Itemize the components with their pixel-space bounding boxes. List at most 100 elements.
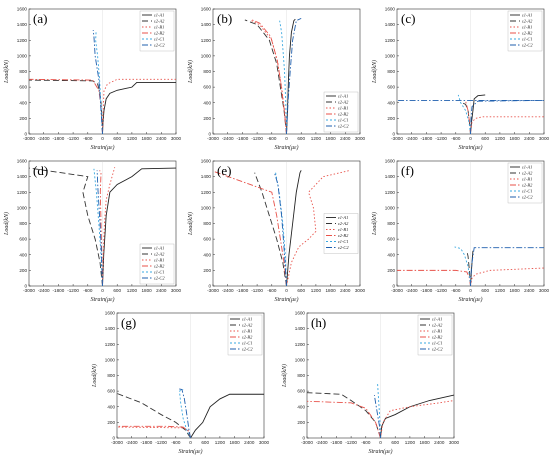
x-tick-label: -600 — [171, 440, 181, 445]
x-tick-label: 0 — [469, 136, 472, 141]
x-tick-label: 1200 — [127, 136, 138, 141]
panel-label: (a) — [33, 11, 47, 26]
x-tick-label: 2400 — [524, 288, 535, 293]
y-tick-label: 1600 — [385, 159, 396, 164]
x-tick-label: -3000 — [23, 136, 35, 141]
x-tick-label: 600 — [297, 136, 305, 141]
y-tick-label: 1000 — [385, 205, 396, 210]
legend-label-6: ε2-C2 — [522, 43, 533, 48]
x-tick-label: 3000 — [355, 288, 366, 293]
x-tick-label: 1800 — [141, 288, 152, 293]
x-tick-label: -1200 — [435, 288, 447, 293]
legend-box — [139, 243, 175, 285]
y-tick-label: 0 — [24, 132, 27, 137]
legend-label-5: ε1-C1 — [522, 189, 533, 194]
x-tick-label: -1800 — [237, 136, 249, 141]
y-tick-label: 1200 — [201, 38, 212, 43]
legend-label-1: ε1-A1 — [432, 317, 442, 322]
x-tick-label: -1200 — [67, 288, 79, 293]
series-line-4 — [212, 170, 287, 287]
x-tick-label: -600 — [267, 288, 277, 293]
x-tick-label: -600 — [83, 288, 93, 293]
chart-panel-2: -3000 -2400 -1800 -1200 -600 0 600 1200 1800 2400… — [187, 7, 366, 151]
series-line-5 — [178, 389, 191, 439]
y-tick-label: 1600 — [385, 7, 396, 12]
x-tick-label: -1800 — [331, 440, 343, 445]
y-axis-label: Load(kN) — [91, 364, 98, 388]
y-tick-label: 200 — [203, 116, 211, 121]
x-tick-label: 0 — [469, 288, 472, 293]
x-tick-label: -2400 — [316, 440, 328, 445]
y-tick-label: 800 — [19, 69, 27, 74]
legend-box — [323, 213, 359, 254]
x-tick-label: -1200 — [345, 440, 357, 445]
y-tick-label: 1400 — [17, 174, 28, 179]
legend-label-1: ε1-A1 — [154, 246, 164, 251]
y-tick-label: 200 — [297, 420, 305, 425]
legend-label-1: ε1-A1 — [522, 165, 532, 170]
y-tick-label: 800 — [387, 69, 395, 74]
legend-label-6: ε2-C2 — [522, 195, 533, 200]
series-line-4 — [252, 19, 287, 135]
legend-label-3: ε1-B1 — [154, 258, 164, 263]
legend-label-3: ε1-B1 — [338, 227, 348, 232]
x-tick-label: 600 — [391, 440, 399, 445]
y-tick-label: 1200 — [17, 190, 28, 195]
y-axis-label: Load(kN) — [3, 60, 10, 84]
x-axis-label: Strain(με) — [458, 296, 482, 303]
x-tick-label: 1800 — [419, 440, 430, 445]
y-tick-label: 600 — [19, 237, 27, 242]
legend-label-5: ε1-C1 — [154, 270, 165, 275]
chart-panel-5: -3000 -2400 -1800 -1200 -600 0 600 1200 1800 2400… — [187, 159, 366, 303]
y-tick-label: 400 — [19, 252, 27, 257]
y-axis-label: Load(kN) — [371, 212, 378, 236]
legend-label-4: ε2-B2 — [242, 335, 253, 340]
y-tick-label: 0 — [392, 284, 395, 289]
y-tick-label: 400 — [203, 100, 211, 105]
series-line-6 — [373, 394, 381, 439]
x-axis-label: Strain(με) — [274, 144, 298, 151]
x-tick-label: 600 — [201, 440, 209, 445]
x-tick-label: -3000 — [391, 288, 403, 293]
y-tick-label: 200 — [19, 268, 27, 273]
chart-panel-4: -3000 -2400 -1800 -1200 -600 0 600 1200 1800 2400… — [3, 159, 182, 303]
y-tick-label: 0 — [24, 284, 27, 289]
legend-label-2: ε2-A2 — [432, 323, 443, 328]
legend-box — [507, 10, 543, 52]
x-tick-label: -600 — [451, 288, 461, 293]
x-tick-label: 3000 — [355, 136, 366, 141]
x-tick-label: -600 — [83, 136, 93, 141]
x-tick-label: 0 — [101, 288, 104, 293]
y-tick-label: 0 — [208, 284, 211, 289]
x-tick-label: 1800 — [325, 288, 336, 293]
series-line-2 — [254, 172, 287, 287]
series-line-5 — [377, 383, 381, 439]
legend-label-2: ε2-A2 — [338, 100, 349, 105]
x-tick-label: -1800 — [421, 288, 433, 293]
x-tick-label: -600 — [451, 136, 461, 141]
x-tick-label: 0 — [189, 440, 192, 445]
legend-label-6: ε2-C2 — [242, 347, 253, 352]
x-tick-label: -3000 — [301, 440, 313, 445]
y-tick-label: 1400 — [201, 22, 212, 27]
legend-label-2: ε2-A2 — [522, 171, 533, 176]
legend-label-6: ε2-C2 — [338, 124, 349, 129]
x-axis-label: Strain(με) — [274, 296, 298, 303]
legend-label-1: ε1-A1 — [242, 317, 252, 322]
x-tick-label: 2400 — [340, 136, 351, 141]
panel-label: (b) — [217, 11, 232, 26]
y-tick-label: 1200 — [105, 342, 116, 347]
y-tick-label: 1000 — [105, 357, 116, 362]
y-tick-label: 200 — [19, 116, 27, 121]
y-tick-label: 600 — [203, 85, 211, 90]
y-tick-label: 600 — [297, 389, 305, 394]
y-tick-label: 800 — [107, 373, 115, 378]
panel-label: (c) — [401, 11, 415, 26]
legend-label-6: ε2-C2 — [432, 347, 443, 352]
y-tick-label: 1400 — [17, 22, 28, 27]
